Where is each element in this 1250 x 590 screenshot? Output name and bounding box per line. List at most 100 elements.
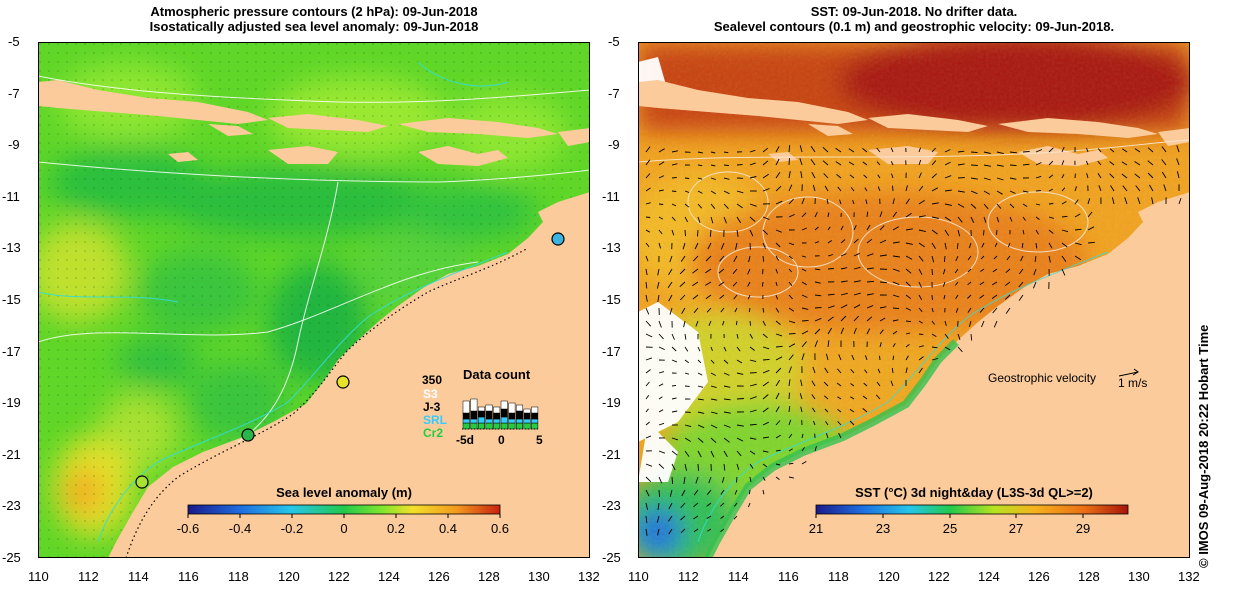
velocity-arrow	[983, 203, 989, 210]
velocity-arrow	[862, 395, 868, 400]
data-count-bar-segment	[470, 418, 478, 424]
velocity-arrow	[656, 281, 660, 289]
velocity-arrow	[840, 327, 845, 335]
velocity-arrow	[931, 307, 934, 313]
velocity-arrow	[822, 146, 829, 153]
data-count-bar-segment	[508, 418, 516, 424]
velocity-arrow	[1147, 172, 1154, 179]
velocity-arrow	[788, 462, 794, 465]
velocity-arrow	[671, 203, 677, 207]
velocity-arrow	[814, 446, 817, 452]
velocity-arrow	[1009, 164, 1017, 167]
data-count-bar-segment	[485, 404, 493, 412]
velocity-arrow	[645, 408, 649, 413]
sst-tick-4: 29	[1076, 521, 1090, 536]
data-count-bar-segment	[500, 408, 508, 418]
data-count-x-label-2: 5	[536, 433, 543, 447]
velocity-arrow	[866, 211, 869, 218]
velocity-arrow	[853, 225, 857, 231]
velocity-arrow	[684, 437, 691, 442]
velocity-arrow	[736, 203, 743, 209]
velocity-arrow	[733, 294, 738, 300]
velocity-arrow	[734, 489, 738, 495]
velocity-arrow	[879, 306, 887, 309]
velocity-arrow	[824, 408, 829, 413]
velocity-arrow	[762, 489, 765, 495]
sst-tick-2: 25	[943, 521, 957, 536]
velocity-arrow	[983, 229, 985, 236]
velocity-arrow	[957, 190, 965, 193]
velocity-arrow	[723, 424, 731, 428]
velocity-arrow	[931, 333, 937, 337]
velocity-arrow	[710, 424, 718, 429]
velocity-arrow	[747, 294, 751, 300]
data-count-bar-segment	[500, 422, 508, 430]
velocity-arrow	[668, 528, 673, 535]
velocity-arrow	[684, 450, 690, 457]
velocity-arrow	[710, 164, 716, 167]
velocity-arrow	[1121, 173, 1128, 179]
left-x-tick: 120	[278, 569, 300, 584]
right-x-tick: 124	[978, 569, 1000, 584]
velocity-arrow	[657, 528, 660, 536]
velocity-arrow	[645, 216, 651, 218]
velocity-arrow	[866, 304, 874, 309]
velocity-arrow	[879, 355, 881, 361]
velocity-arrow	[957, 346, 963, 353]
velocity-arrow	[749, 476, 752, 482]
velocity-arrow	[721, 476, 725, 483]
velocity-arrow	[875, 394, 881, 400]
velocity-arrow	[668, 268, 673, 276]
velocity-arrow	[788, 255, 793, 260]
data-count-bar-segment	[493, 406, 501, 414]
velocity-arrow	[849, 408, 855, 413]
velocity-arrow	[720, 307, 725, 313]
velocity-arrow	[905, 307, 912, 311]
velocity-arrow	[1074, 213, 1081, 218]
right-y-tick: -7	[608, 86, 620, 101]
velocity-arrow	[850, 187, 855, 192]
velocity-arrow	[814, 281, 821, 284]
velocity-arrow	[697, 164, 703, 167]
velocity-arrow	[747, 502, 751, 508]
velocity-arrow	[749, 346, 755, 351]
velocity-arrow	[918, 255, 924, 262]
velocity-arrow	[736, 437, 744, 442]
velocity-arrow	[1109, 148, 1115, 153]
velocity-arrow	[788, 213, 795, 218]
velocity-arrow	[931, 242, 936, 249]
data-count-bar-segment	[531, 406, 539, 414]
velocity-arrow	[1087, 226, 1095, 231]
velocity-arrow	[736, 398, 744, 400]
velocity-arrow	[749, 463, 754, 469]
velocity-arrow	[892, 343, 896, 348]
velocity-arrow	[658, 409, 664, 413]
velocity-arrow	[862, 148, 868, 153]
velocity-arrow	[879, 281, 887, 284]
velocity-arrow	[668, 515, 673, 522]
velocity-arrow	[733, 515, 738, 520]
velocity-arrow	[645, 202, 651, 205]
velocity-arrow	[1149, 184, 1154, 192]
velocity-arrow	[645, 502, 649, 510]
velocity-arrow	[931, 294, 933, 300]
velocity-arrow	[788, 405, 791, 413]
right-x-tick: 118	[828, 569, 849, 584]
velocity-arrow	[877, 368, 881, 374]
velocity-arrow	[1061, 187, 1066, 192]
velocity-arrow	[775, 307, 780, 313]
data-count-bar-segment	[493, 422, 501, 430]
velocity-arrow	[1134, 173, 1141, 179]
velocity-arrow	[811, 394, 816, 400]
velocity-arrow	[736, 476, 738, 483]
velocity-arrow	[671, 163, 678, 166]
velocity-arrow	[1018, 294, 1024, 301]
velocity-arrow	[955, 294, 959, 299]
velocity-arrow	[775, 229, 782, 233]
velocity-arrow	[723, 346, 727, 352]
velocity-arrow	[1009, 190, 1016, 194]
velocity-arrow	[866, 316, 873, 322]
velocity-arrow	[814, 340, 818, 348]
velocity-arrow	[762, 381, 769, 387]
velocity-arrow	[970, 190, 978, 195]
